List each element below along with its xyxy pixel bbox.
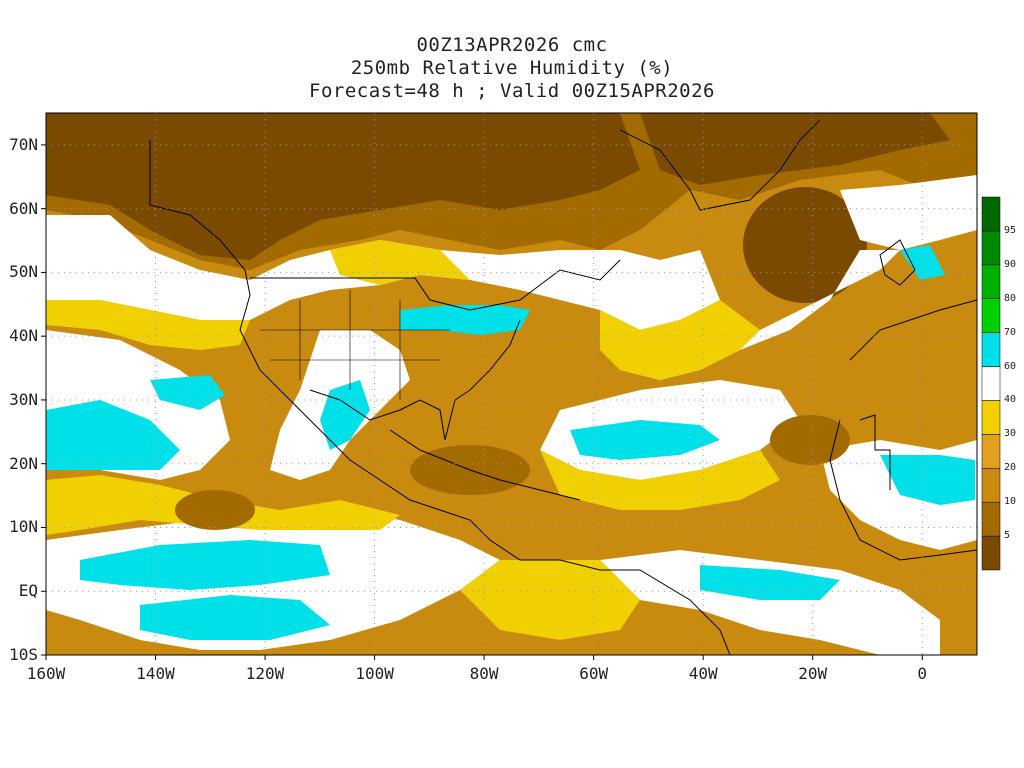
lat-label: 10N: [9, 517, 38, 537]
chart-title-line1: 00Z13APR2026 cmc: [416, 34, 608, 56]
moist-pacific-1: [46, 400, 180, 470]
lon-label: 140W: [136, 664, 175, 683]
lon-label: 100W: [355, 664, 394, 683]
colorbar-label: 80: [1004, 292, 1017, 304]
lat-label: 40N: [9, 326, 38, 346]
light-band-2: [330, 240, 470, 285]
axis-ticks: [41, 144, 923, 660]
lon-label: 60W: [579, 664, 609, 683]
very-dry-atlantic: [743, 187, 867, 303]
colorbar-label: 70: [1004, 326, 1017, 338]
lat-label: 70N: [9, 134, 38, 154]
lat-label: EQ: [18, 581, 38, 601]
moist-pacific-3: [80, 540, 330, 590]
colorbar-label: 60: [1004, 360, 1017, 372]
colorbar-label: 5: [1004, 530, 1011, 542]
caribbean-line: [389, 429, 581, 501]
colorbar-swatch: [981, 298, 1001, 333]
chart-title-line3: Forecast=48 h ; Valid 00Z15APR2026: [309, 80, 715, 102]
lon-label: 20W: [798, 664, 828, 683]
light-band-6: [460, 560, 640, 640]
colorbar-swatch: [981, 468, 1001, 503]
lat-label: 50N: [9, 262, 38, 282]
light-band-1: [46, 300, 250, 350]
moist-pacific-4: [140, 595, 330, 640]
map-frame: [45, 112, 978, 656]
map-field: [46, 113, 977, 655]
colorbar-swatch: [981, 366, 1001, 401]
colorbar-label: 20: [1004, 462, 1017, 474]
light-band-5: [540, 450, 780, 510]
lon-label: 120W: [245, 664, 285, 683]
light-band-3: [600, 300, 760, 380]
sahara-borders: [859, 414, 891, 490]
colorbar-swatch: [981, 230, 1001, 266]
colorbar-swatch: [981, 196, 1001, 232]
colorbar-swatch: [981, 332, 1001, 367]
moist-pacific-2: [150, 375, 225, 410]
colorbar-swatch: [981, 400, 1001, 435]
moist-europe: [900, 245, 945, 280]
moist-atlantic: [570, 420, 720, 460]
lon-label: 0: [917, 664, 928, 683]
us-state-lines: [260, 290, 450, 400]
british-isles: [879, 239, 916, 286]
lat-label: 30N: [9, 389, 38, 409]
dry-patch-africa: [770, 415, 850, 465]
colorbar-label: 95: [1004, 224, 1017, 236]
lon-label: 160W: [26, 664, 66, 683]
very-dry-north: [46, 113, 640, 260]
neutral-equatorial-atlantic: [600, 550, 940, 655]
colorbar-swatch: [981, 434, 1001, 469]
map-grid: [46, 113, 977, 655]
colorbar-label: 40: [1004, 394, 1017, 406]
colorbar-swatch: [981, 264, 1001, 299]
colorbar-swatch: [981, 535, 1001, 571]
colorbar-label: 90: [1004, 258, 1017, 270]
lon-label: 40W: [688, 664, 718, 683]
chart-title-line2: 250mb Relative Humidity (%): [350, 57, 674, 79]
neutral-north-atlantic: [840, 175, 977, 250]
us-canada-border: [250, 259, 621, 311]
us-east-coast: [444, 319, 521, 441]
moist-eq-atlantic: [700, 565, 840, 600]
colorbar-label: 10: [1004, 496, 1017, 508]
colorbar: [981, 196, 1001, 571]
lat-label: 20N: [9, 453, 38, 473]
lon-label: 80W: [469, 664, 499, 683]
west-africa-coast: [829, 419, 977, 561]
iberia-coast: [849, 299, 977, 361]
moist-great-lakes: [400, 305, 530, 335]
very-dry-greenland: [640, 113, 950, 185]
moist-africa: [880, 455, 975, 505]
colorbar-swatch: [981, 501, 1001, 537]
colorbar-label: 30: [1004, 428, 1017, 440]
dry-patch-pacific: [175, 490, 255, 530]
americas-pacific-coast: [149, 140, 731, 655]
lat-label: 10S: [9, 645, 38, 664]
lat-label: 60N: [9, 198, 38, 218]
